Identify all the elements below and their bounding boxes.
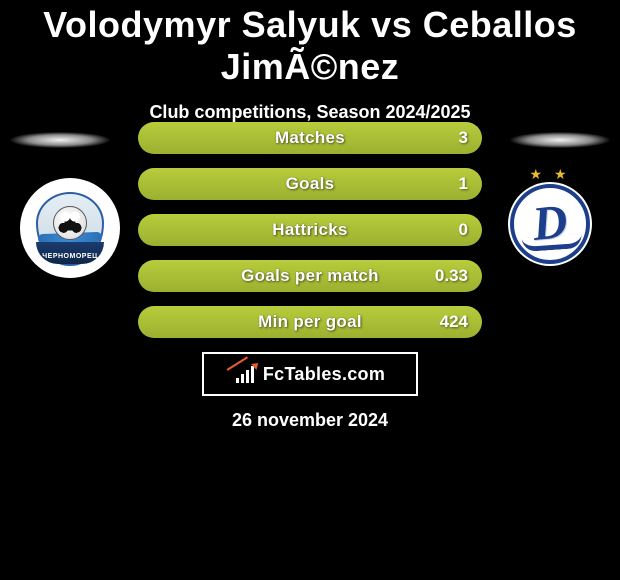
stat-row-matches: Matches 3 — [138, 122, 482, 154]
brand-text: FcTables.com — [263, 364, 385, 385]
stat-label: Goals per match — [241, 266, 379, 286]
stat-value: 424 — [440, 312, 468, 332]
stat-row-goals-per-match: Goals per match 0.33 — [138, 260, 482, 292]
stat-label: Min per goal — [258, 312, 362, 332]
dynamo-crest-icon: D — [508, 182, 592, 266]
right-club-logo: ★ ★ D — [500, 170, 600, 270]
brand-watermark: FcTables.com — [202, 352, 418, 396]
brand-name: FcTables — [263, 364, 342, 384]
stats-list: Matches 3 Goals 1 Hattricks 0 Goals per … — [138, 122, 482, 352]
bar-chart-arrow-icon — [235, 365, 257, 383]
stat-label: Matches — [275, 128, 345, 148]
brand-suffix: .com — [342, 364, 385, 384]
left-logo-band-text: ЧЕРНОМОРЕЦ — [30, 253, 110, 260]
right-pedestal-shadow — [510, 132, 610, 148]
stat-label: Goals — [286, 174, 335, 194]
stat-value: 1 — [459, 174, 468, 194]
chornomorets-crest-icon: ЧЕРНОМОРЕЦ — [30, 188, 110, 268]
stat-value: 0.33 — [435, 266, 468, 286]
subtitle: Club competitions, Season 2024/2025 — [0, 102, 620, 123]
stat-row-hattricks: Hattricks 0 — [138, 214, 482, 246]
date-label: 26 november 2024 — [0, 410, 620, 431]
stat-row-min-per-goal: Min per goal 424 — [138, 306, 482, 338]
left-pedestal-shadow — [10, 132, 110, 148]
stat-label: Hattricks — [272, 220, 347, 240]
left-club-logo: ЧЕРНОМОРЕЦ — [20, 178, 120, 278]
comparison-card: Volodymyr Salyuk vs Ceballos JimÃ©nez Cl… — [0, 0, 620, 580]
stat-value: 0 — [459, 220, 468, 240]
stat-row-goals: Goals 1 — [138, 168, 482, 200]
stars-icon: ★ ★ — [500, 166, 600, 183]
stat-value: 3 — [459, 128, 468, 148]
page-title: Volodymyr Salyuk vs Ceballos JimÃ©nez — [0, 0, 620, 88]
